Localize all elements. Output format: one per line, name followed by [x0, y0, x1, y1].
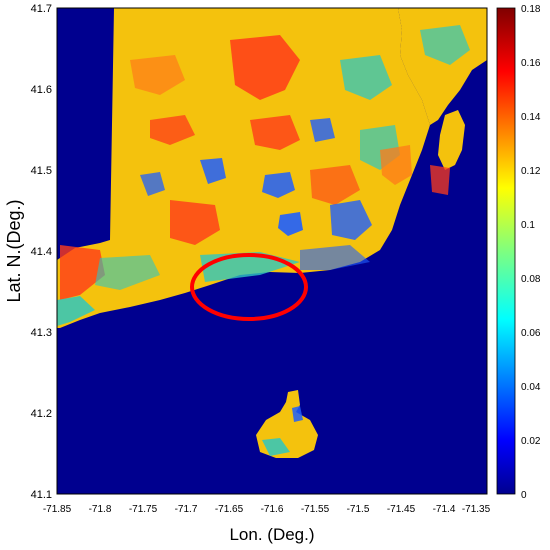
block-island-texture: [262, 438, 290, 456]
colorbar-tick-label: 0.06: [521, 328, 541, 339]
colorbar-tick-label: 0.14: [521, 112, 541, 123]
y-tick-label: 41.7: [31, 3, 52, 15]
x-axis: -71.85 -71.8 -71.75 -71.7 -71.65 -71.6 -…: [43, 504, 491, 515]
land-texture: [57, 25, 470, 326]
highlight-ellipse: [190, 253, 308, 321]
x-tick-label: -71.8: [89, 504, 112, 515]
x-tick-label: -71.5: [347, 504, 370, 515]
colorbar-tick-label: 0.12: [521, 166, 541, 177]
y-tick-label: 41.1: [31, 489, 52, 501]
colorbar: 0.18 0.16 0.14 0.12 0.1 0.08 0.06 0.04 0…: [496, 4, 541, 501]
x-tick-label: -71.55: [301, 504, 330, 515]
block-island-pond: [292, 406, 303, 422]
colorbar-tick-label: 0.02: [521, 436, 541, 447]
colorbar-tick-label: 0.04: [521, 382, 541, 393]
y-axis-label: Lat. N.(Deg.): [4, 199, 24, 302]
y-tick-label: 41.6: [31, 84, 52, 96]
y-tick-label: 41.5: [31, 165, 52, 177]
plot-frame: [56, 7, 488, 495]
map-plot-area: [57, 8, 487, 494]
x-tick-label: -71.4: [433, 504, 456, 515]
x-tick-label: -71.35: [462, 504, 491, 515]
colorbar-gradient: [496, 7, 516, 495]
colorbar-tick-label: 0.18: [521, 4, 541, 15]
x-tick-label: -71.75: [129, 504, 158, 515]
x-tick-label: -71.65: [215, 504, 244, 515]
x-tick-label: -71.7: [175, 504, 198, 515]
colorbar-tick-label: 0.1: [521, 220, 535, 231]
x-axis-label: Lon. (Deg.): [229, 525, 314, 544]
x-tick-label: -71.6: [261, 504, 284, 515]
colorbar-tick-label: 0: [521, 490, 527, 501]
x-tick-label: -71.85: [43, 504, 72, 515]
y-tick-label: 41.4: [31, 246, 52, 258]
east-island: [438, 110, 465, 170]
x-tick-label: -71.45: [387, 504, 416, 515]
y-tick-label: 41.3: [31, 327, 52, 339]
y-axis: 41.7 41.6 41.5 41.4 41.3 41.2 41.1: [31, 3, 52, 501]
colorbar-tick-label: 0.16: [521, 58, 541, 69]
colorbar-tick-label: 0.08: [521, 274, 541, 285]
y-tick-label: 41.2: [31, 408, 52, 420]
